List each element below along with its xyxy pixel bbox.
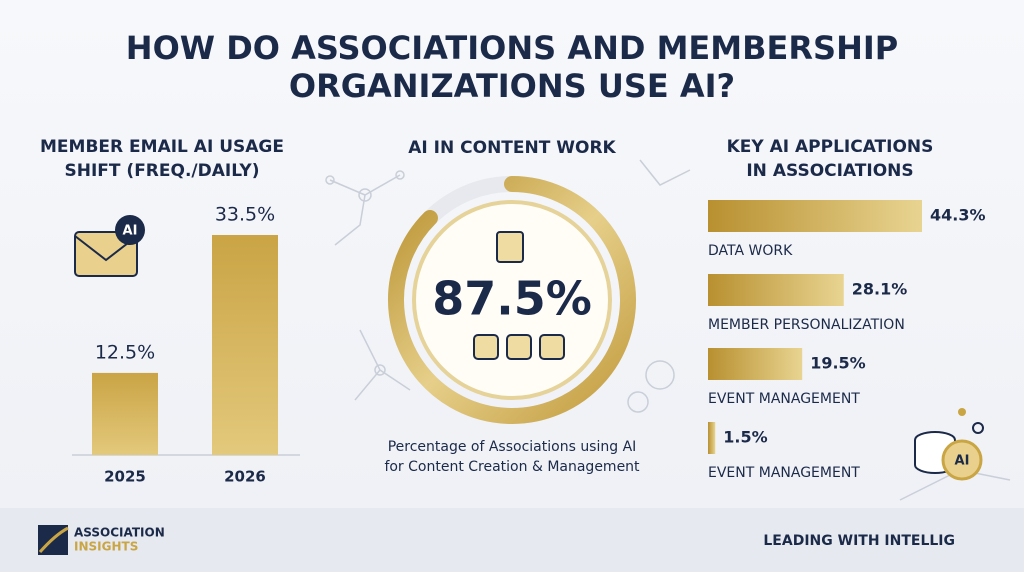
decoration — [325, 159, 1011, 501]
icon — [473, 334, 499, 360]
value-label: 12.5% — [95, 341, 155, 363]
email-icon — [74, 215, 145, 277]
page-title: ORGANIZATIONS USE AI? — [289, 67, 735, 105]
value-label: 28.1% — [852, 280, 908, 299]
caption: for Content Creation & Management — [384, 459, 640, 475]
gear-icon — [914, 408, 984, 481]
page-title: HOW DO ASSOCIATIONS AND MEMBERSHIP — [126, 29, 898, 67]
bar — [708, 200, 922, 232]
icon — [496, 231, 524, 263]
value-label: 1.5% — [723, 428, 767, 447]
tagline: LEADING WITH INTELLIG — [763, 533, 955, 549]
value-label: 33.5% — [215, 204, 275, 226]
ring-arc — [388, 176, 636, 424]
icon-badge: AI — [955, 454, 970, 469]
value-label: 87.5% — [432, 272, 592, 326]
bar — [212, 235, 278, 455]
logo-swoosh — [38, 526, 69, 553]
brand: ASSOCIATION — [74, 526, 165, 540]
bar — [708, 422, 716, 454]
bar — [708, 274, 844, 306]
icon — [506, 334, 532, 360]
category-label: MEMBER PERSONALIZATION — [708, 317, 905, 333]
chart-title: SHIFT (FREQ./DAILY) — [65, 161, 260, 181]
chart-title: IN ASSOCIATIONS — [746, 161, 913, 181]
value-label: 19.5% — [810, 354, 866, 373]
chart-title: MEMBER EMAIL AI USAGE — [40, 137, 284, 157]
icon — [539, 334, 565, 360]
category-label: 2026 — [224, 468, 266, 486]
value-label: 44.3% — [930, 206, 986, 225]
caption: Percentage of Associations using AI — [388, 439, 637, 455]
bar — [708, 348, 803, 380]
chart-title: KEY AI APPLICATIONS — [727, 137, 934, 157]
icon-badge: AI — [123, 224, 138, 239]
category-label: EVENT MANAGEMENT — [708, 465, 860, 481]
brand: INSIGHTS — [74, 540, 138, 554]
category-label: DATA WORK — [708, 243, 793, 259]
category-label: EVENT MANAGEMENT — [708, 391, 860, 407]
bar — [92, 372, 158, 455]
category-label: 2025 — [104, 468, 146, 486]
chart-title: AI IN CONTENT WORK — [408, 138, 616, 158]
footer-band — [0, 508, 1024, 572]
